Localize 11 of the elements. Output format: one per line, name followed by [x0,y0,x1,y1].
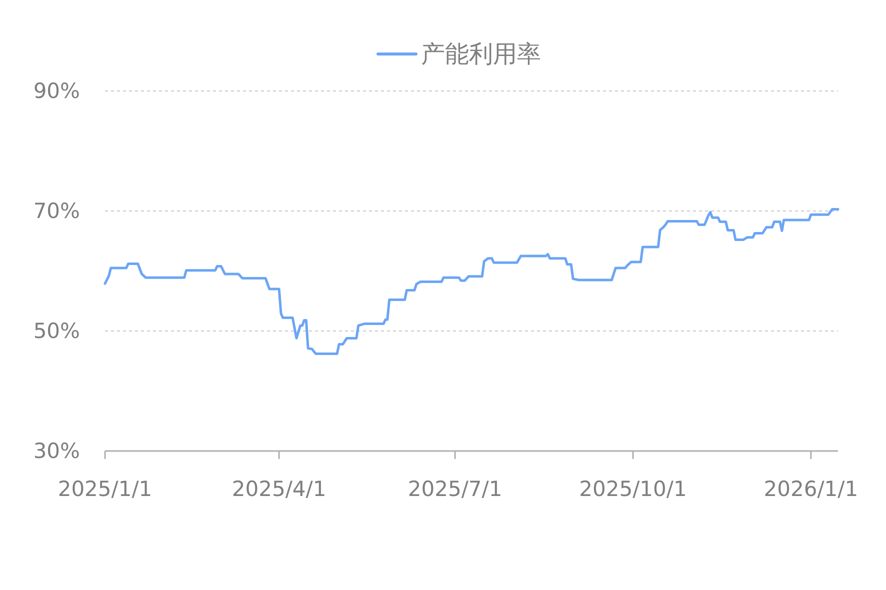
line-series [104,208,840,356]
x-tick-label: 2025/7/1 [408,477,502,501]
x-tick-label: 2025/4/1 [232,477,326,501]
x-tick-label: 2025/1/1 [58,477,152,501]
legend-label: 产能利用率 [421,40,541,68]
x-tick-label: 2026/1/1 [764,477,858,501]
x-tick-label: 2025/10/1 [579,477,687,501]
y-tick-label: 50% [33,319,80,343]
y-tick-label: 30% [33,439,80,463]
y-tick-label: 90% [33,79,80,103]
y-tick-label: 70% [33,199,80,223]
